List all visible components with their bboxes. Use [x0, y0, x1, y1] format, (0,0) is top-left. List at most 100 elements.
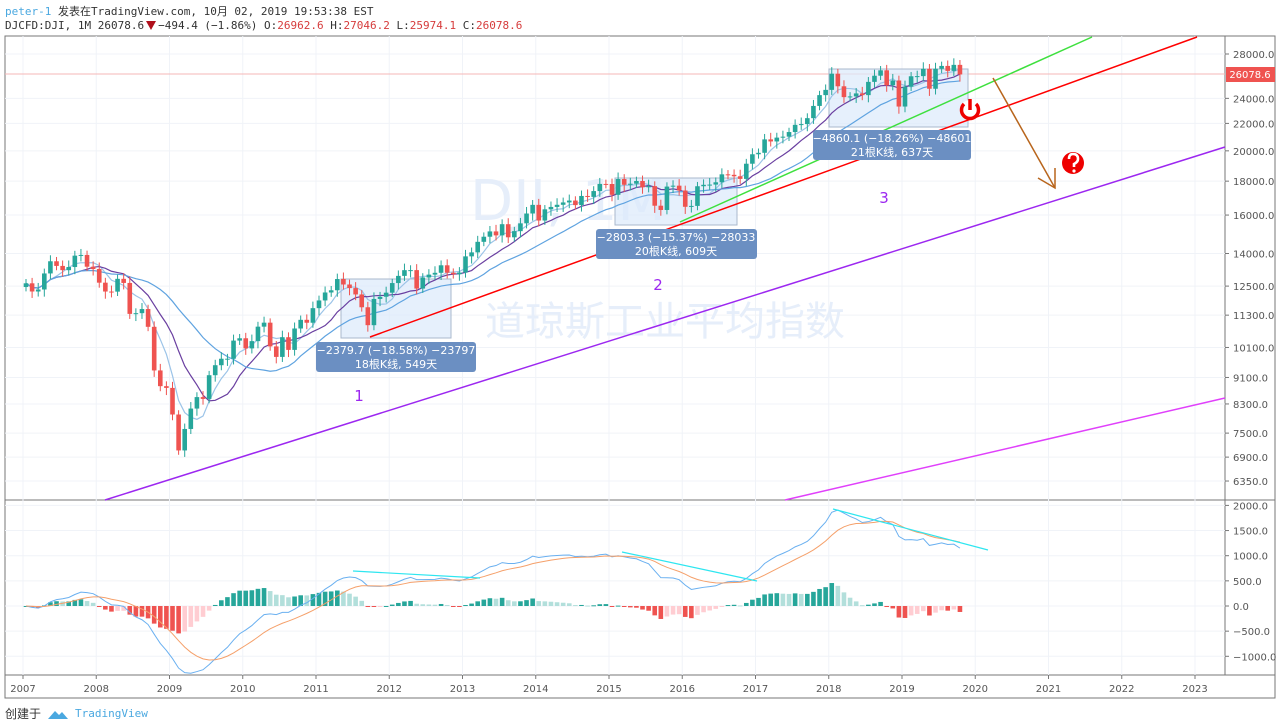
candle-body [35, 289, 41, 292]
candle [847, 92, 853, 102]
candle-body [914, 76, 920, 78]
macd-divergence-line-3[interactable] [832, 508, 989, 551]
author-link[interactable]: peter-1 [5, 5, 52, 18]
power-icon[interactable] [959, 99, 981, 121]
candle [54, 256, 59, 271]
candle [231, 334, 236, 365]
macd-axis[interactable]: 2000.0 1500.0 1000.0 500.0 0.0 −500.0 −1000.0 [1225, 501, 1276, 663]
macd-histogram-bar [347, 593, 352, 606]
down-arrow-icon[interactable] [992, 77, 1056, 190]
candle [841, 80, 847, 103]
macd-tick-label: 1000.0 [1233, 552, 1268, 563]
macd-histogram-bar [408, 600, 413, 606]
candle-body [66, 267, 72, 271]
candle [139, 303, 145, 319]
candle-body [212, 365, 218, 376]
macd-divergence-line-2[interactable] [621, 551, 758, 582]
candle [591, 186, 596, 205]
magenta-channel-line[interactable] [784, 397, 1226, 501]
macd-histogram-bar [884, 606, 889, 607]
candle [896, 75, 902, 114]
candle-body [707, 184, 712, 186]
candle [225, 353, 230, 366]
macd-histogram-bar [792, 593, 798, 606]
candle [212, 359, 218, 382]
candle [127, 276, 133, 319]
macd-histogram-bar [420, 604, 426, 606]
macd-histogram-bar [127, 606, 133, 615]
publish-text: 发表在TradingView.com, 10月 02, 2019 19:53:3… [57, 5, 374, 18]
candle [72, 250, 78, 275]
candle [676, 179, 682, 196]
macd-histogram-bar [835, 585, 841, 606]
price-axis[interactable]: 28000.0 24000.0 22000.0 20000.0 18000.0 16000… [1225, 50, 1274, 488]
macd-histogram-bar [579, 604, 584, 606]
wave-label-2[interactable]: 2 [653, 276, 663, 294]
macd-histogram-bar [182, 606, 188, 632]
macd-histogram-bar [847, 597, 853, 606]
candle [414, 264, 419, 295]
purple-channel-line[interactable] [104, 146, 1226, 501]
macd-histogram-bar [957, 606, 963, 612]
candle-body [54, 261, 59, 266]
candle-body [908, 76, 914, 87]
candle [408, 265, 413, 278]
price-tick-label: 22000.0 [1233, 119, 1274, 130]
candle-body [475, 241, 481, 253]
macd-histogram-bar [164, 606, 169, 629]
current-price-badge [1226, 67, 1275, 82]
tradingview-logo-icon [48, 710, 69, 719]
measure-box-2[interactable] [614, 177, 738, 226]
macd-divergence-line-1[interactable] [352, 570, 481, 579]
macd-histogram-bar [438, 603, 444, 606]
macd-histogram-bar [554, 602, 560, 606]
candle-body [96, 269, 102, 283]
tradingview-link[interactable]: TradingView [75, 707, 148, 720]
candle-body [566, 200, 572, 203]
candle [310, 301, 316, 328]
macd-histogram-bar [896, 606, 902, 618]
macd-histogram-bar [48, 602, 53, 606]
candle-body [689, 205, 694, 207]
candle [579, 190, 584, 212]
candle-body [921, 68, 926, 77]
green-trendline[interactable] [679, 36, 1093, 223]
wave-label-3[interactable]: 3 [879, 189, 889, 207]
candle [566, 194, 572, 209]
macd-histogram-bar [121, 606, 126, 611]
question-icon[interactable] [1062, 152, 1084, 174]
candle [750, 148, 755, 170]
candle-body [383, 292, 389, 297]
candle-body [884, 70, 889, 86]
candle [951, 58, 957, 76]
candle [780, 130, 786, 144]
candle-body [701, 184, 706, 187]
time-axis[interactable]: 2007 2008 2009 2010 2011 2012 2013 2014 2015 2016… [10, 675, 1208, 695]
candle-body [420, 277, 426, 289]
candle [493, 224, 499, 241]
grid [5, 36, 1225, 675]
trendlines [104, 36, 1226, 501]
candle-body [396, 275, 401, 284]
symbol-label[interactable]: DJCFD:DJI, 1M [5, 19, 92, 32]
red-trendline[interactable] [369, 36, 1198, 338]
price-tick-label: 10100.0 [1233, 343, 1274, 354]
time-tick-label: 2010 [230, 684, 255, 695]
candle [542, 205, 548, 225]
macd-histogram-bar [811, 591, 816, 606]
macd-histogram-bar [231, 593, 236, 606]
time-tick-label: 2015 [596, 684, 621, 695]
candle [292, 322, 297, 356]
wave-label-1[interactable]: 1 [354, 387, 364, 405]
macd-tick-label: 1500.0 [1233, 527, 1268, 538]
candle-body [896, 80, 902, 107]
macd-histogram-bar [90, 602, 96, 606]
candle [524, 206, 529, 229]
macd-histogram-bar [359, 600, 365, 606]
candle-body [786, 132, 792, 137]
measure-2-delta: −2803.3 (−15.37%) −28033 [597, 231, 756, 244]
candle [646, 179, 651, 193]
measure-3-delta: −4860.1 (−18.26%) −48601 [813, 132, 972, 145]
candle [469, 247, 474, 264]
